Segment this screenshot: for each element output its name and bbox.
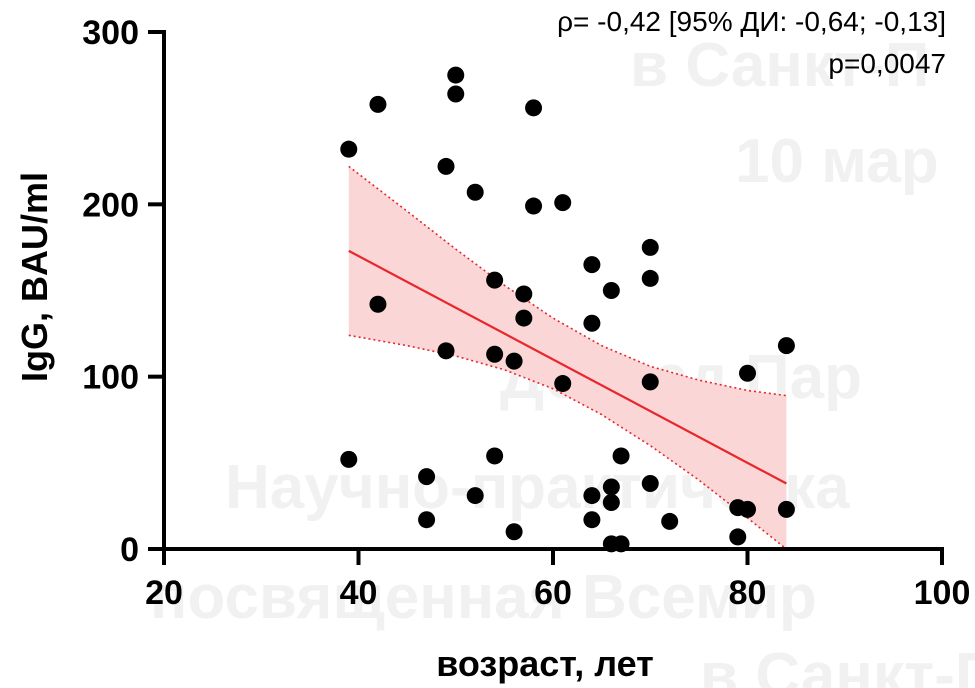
data-point — [340, 450, 358, 468]
data-point — [486, 345, 504, 363]
p-value-annotation: p=0,0047 — [828, 48, 946, 79]
data-point — [369, 95, 387, 113]
x-tick-label: 60 — [534, 574, 572, 612]
data-point — [525, 197, 543, 215]
confidence-band-group — [348, 165, 787, 550]
data-point — [515, 309, 533, 327]
data-point — [641, 373, 659, 391]
data-point — [525, 99, 543, 117]
x-tick-label: 100 — [914, 574, 971, 612]
data-point — [418, 511, 436, 529]
regression-line — [348, 249, 787, 485]
y-tick-label: 300 — [82, 14, 139, 52]
y-axis-title: IgG, BAU/ml — [14, 172, 55, 382]
data-points — [340, 66, 795, 553]
x-tick-label: 80 — [729, 574, 767, 612]
data-point — [447, 85, 465, 103]
data-point — [505, 352, 523, 370]
data-point — [777, 337, 795, 355]
watermark-line: в Санкт-П — [700, 641, 975, 688]
data-point — [369, 295, 387, 313]
data-point — [437, 157, 455, 175]
y-tick-label: 100 — [82, 359, 139, 397]
data-point — [612, 535, 630, 553]
x-tick-label: 20 — [145, 574, 183, 612]
data-point — [729, 528, 747, 546]
data-point — [466, 487, 484, 505]
data-point — [739, 500, 756, 518]
data-point — [505, 523, 523, 541]
data-point — [641, 475, 659, 493]
confidence-band — [348, 166, 787, 550]
data-point — [554, 194, 572, 212]
data-point — [739, 364, 756, 382]
x-tick-label: 40 — [340, 574, 378, 612]
watermark-line: в Санкт-П — [630, 31, 929, 100]
data-point — [583, 487, 601, 505]
data-point — [602, 282, 620, 299]
data-point — [466, 183, 484, 201]
data-point — [641, 269, 659, 287]
y-tick-label: 0 — [120, 531, 139, 569]
watermark-line: посвященная Всемир — [150, 563, 817, 632]
data-point — [554, 375, 572, 393]
data-point — [583, 314, 601, 332]
correlation-annotation: ρ= -0,42 [95% ДИ: -0,64; -0,13] — [557, 6, 946, 37]
data-point — [777, 500, 795, 518]
data-point — [583, 256, 601, 274]
data-point — [602, 478, 620, 496]
x-axis-title: возраст, лет — [436, 643, 654, 684]
data-point — [641, 238, 659, 256]
watermark-line: 10 мар — [735, 127, 939, 196]
data-point — [486, 447, 504, 465]
data-point — [612, 447, 630, 465]
axes: 20 40 60 80 100 0 100 200 300 — [82, 14, 970, 612]
data-point — [602, 493, 620, 511]
data-point — [583, 511, 601, 529]
data-point — [486, 271, 504, 289]
data-point — [340, 140, 358, 158]
regression-line-group — [348, 249, 787, 485]
y-tick-label: 200 — [82, 186, 139, 224]
data-point — [447, 66, 465, 84]
data-point — [515, 285, 533, 303]
data-point — [437, 342, 455, 360]
data-point — [661, 512, 679, 530]
data-point — [418, 468, 436, 486]
